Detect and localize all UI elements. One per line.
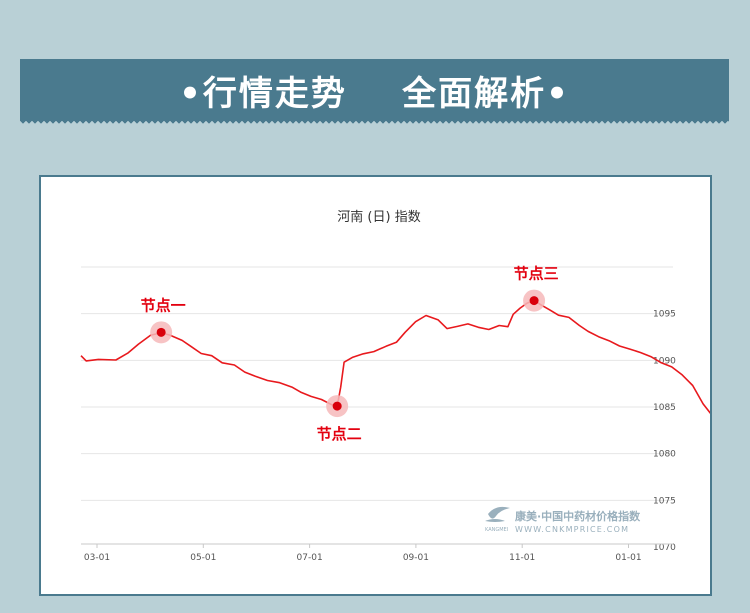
annotation-dot — [529, 296, 539, 306]
x-tick-label: 07-01 — [297, 553, 323, 563]
annotation-dot — [332, 401, 342, 411]
x-tick-label: 03-01 — [84, 553, 110, 563]
y-tick-label: 1075 — [653, 496, 676, 506]
watermark-title: 康美·中国中药材价格指数 — [515, 509, 641, 523]
y-tick-label: 1085 — [653, 403, 676, 413]
annotation-node-1: 节点一 — [141, 296, 186, 344]
watermark: 康美·中国中药材价格指数 WWW.CNKMPRICE.COM KANGMEI — [485, 506, 641, 534]
annotation-label: 节点二 — [317, 425, 362, 443]
annotation-label: 节点三 — [514, 265, 559, 283]
price-index-chart: 河南 (日) 指数 1070 1075 1080 1085 1090 1095 03-01… — [80, 209, 710, 563]
header-banner: •行情走势 全面解析• — [20, 59, 729, 121]
y-axis: 1070 1075 1080 1085 1090 1095 — [653, 310, 676, 553]
x-tick-label: 05-01 — [190, 553, 216, 563]
chart-frame: 河南 (日) 指数 1070 1075 1080 1085 1090 1095 03-01… — [39, 175, 712, 596]
annotation-node-2: 节点二 — [317, 395, 362, 443]
annotation-label: 节点一 — [141, 296, 186, 314]
x-tick-label: 09-01 — [403, 553, 429, 563]
watermark-brand: KANGMEI — [485, 527, 508, 533]
series-line — [80, 299, 710, 415]
y-tick-label: 1080 — [653, 450, 676, 460]
watermark-subtitle: WWW.CNKMPRICE.COM — [515, 525, 629, 534]
y-tick-label: 1095 — [653, 310, 676, 320]
annotation-node-3: 节点三 — [514, 265, 559, 312]
banner-zigzag-edge — [20, 121, 729, 127]
banner-title: •行情走势 全面解析• — [179, 73, 570, 114]
chart-title: 河南 (日) 指数 — [337, 209, 420, 225]
annotation-dot — [156, 327, 166, 337]
y-tick-label: 1090 — [653, 356, 676, 366]
x-axis: 03-01 05-01 07-01 09-01 11-01 01-01 — [81, 543, 673, 563]
y-tick-label: 1070 — [653, 543, 676, 553]
kangmei-logo-icon — [485, 506, 510, 522]
chart-grid — [81, 266, 673, 501]
x-tick-label: 11-01 — [509, 553, 535, 563]
x-tick-label: 01-01 — [615, 553, 641, 563]
